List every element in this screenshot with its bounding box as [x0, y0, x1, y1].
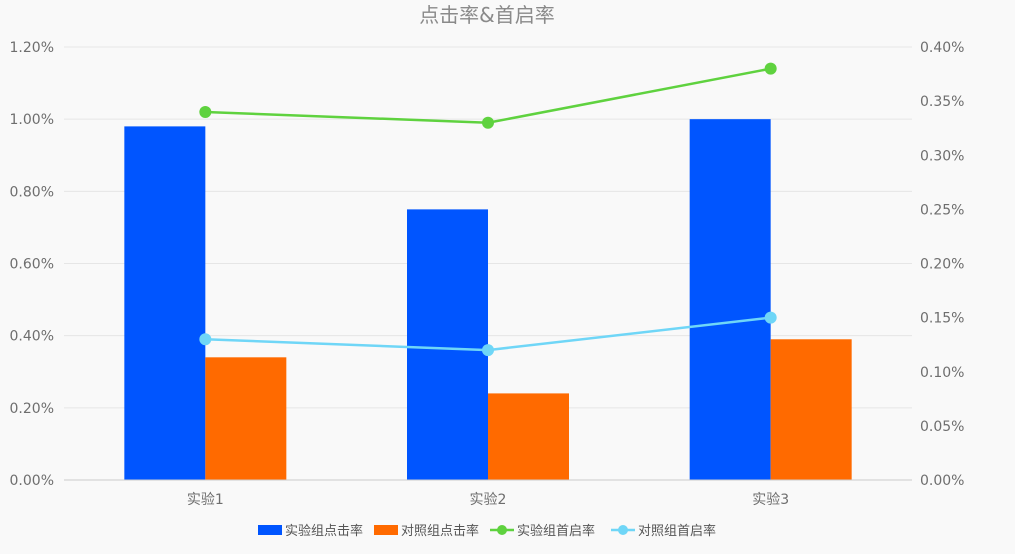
- line-point[interactable]: [482, 116, 494, 129]
- right-tick-label: 0.35%: [920, 94, 964, 110]
- bar[interactable]: [770, 339, 852, 480]
- right-tick-label: 0.15%: [920, 311, 964, 327]
- bar[interactable]: [124, 126, 206, 480]
- right-tick-label: 0.30%: [920, 148, 964, 164]
- category-label: 实验1: [187, 492, 224, 508]
- legend-label: 对照组点击率: [401, 523, 479, 539]
- right-tick-label: 0.10%: [920, 365, 964, 381]
- legend-label: 实验组首启率: [517, 523, 595, 539]
- legend-label: 对照组首启率: [638, 523, 716, 539]
- lines-layer: [199, 62, 777, 357]
- legend-swatch-dot: [497, 525, 507, 535]
- legend-item[interactable]: 对照组点击率: [374, 523, 479, 539]
- legend-item[interactable]: 实验组首启率: [490, 523, 595, 539]
- left-tick-label: 1.20%: [10, 40, 54, 56]
- line-point[interactable]: [764, 311, 777, 324]
- line-point[interactable]: [199, 333, 212, 346]
- bars-layer: [124, 119, 852, 481]
- bar[interactable]: [205, 357, 287, 480]
- legend[interactable]: 实验组点击率 对照组点击率 实验组首启率 对照组首启率: [258, 523, 716, 539]
- x-axis: 实验1 实验2 实验3: [64, 479, 912, 508]
- left-y-axis: 0.00% 0.20% 0.40% 0.60% 0.80% 1.00% 1.20%: [10, 40, 54, 489]
- left-tick-label: 0.00%: [10, 473, 54, 489]
- line-point[interactable]: [482, 344, 494, 357]
- legend-swatch: [258, 525, 282, 535]
- legend-label: 实验组点击率: [285, 523, 363, 539]
- left-tick-label: 0.60%: [10, 257, 54, 273]
- right-tick-label: 0.40%: [920, 40, 964, 56]
- right-tick-label: 0.20%: [920, 257, 964, 273]
- left-tick-label: 1.00%: [10, 112, 54, 128]
- category-label: 实验2: [470, 492, 507, 508]
- legend-item[interactable]: 对照组首启率: [611, 523, 716, 539]
- category-label: 实验3: [752, 492, 789, 508]
- bar[interactable]: [488, 393, 569, 480]
- right-tick-label: 0.25%: [920, 202, 964, 218]
- bar[interactable]: [689, 119, 771, 481]
- left-tick-label: 0.80%: [10, 184, 54, 200]
- line-point[interactable]: [199, 105, 212, 118]
- line-point[interactable]: [764, 62, 777, 75]
- right-tick-label: 0.05%: [920, 419, 964, 435]
- chart-title: 点击率&首启率: [419, 3, 555, 27]
- right-y-axis: 0.00% 0.05% 0.10% 0.15% 0.20% 0.25% 0.30% 0.35%…: [920, 40, 964, 489]
- bar[interactable]: [407, 209, 488, 480]
- legend-item[interactable]: 实验组点击率: [258, 523, 363, 539]
- series-line: [205, 67, 771, 125]
- left-tick-label: 0.40%: [10, 329, 54, 345]
- right-tick-label: 0.00%: [920, 473, 964, 489]
- left-tick-label: 0.20%: [10, 401, 54, 417]
- legend-swatch-dot: [618, 525, 628, 535]
- legend-swatch: [374, 525, 398, 535]
